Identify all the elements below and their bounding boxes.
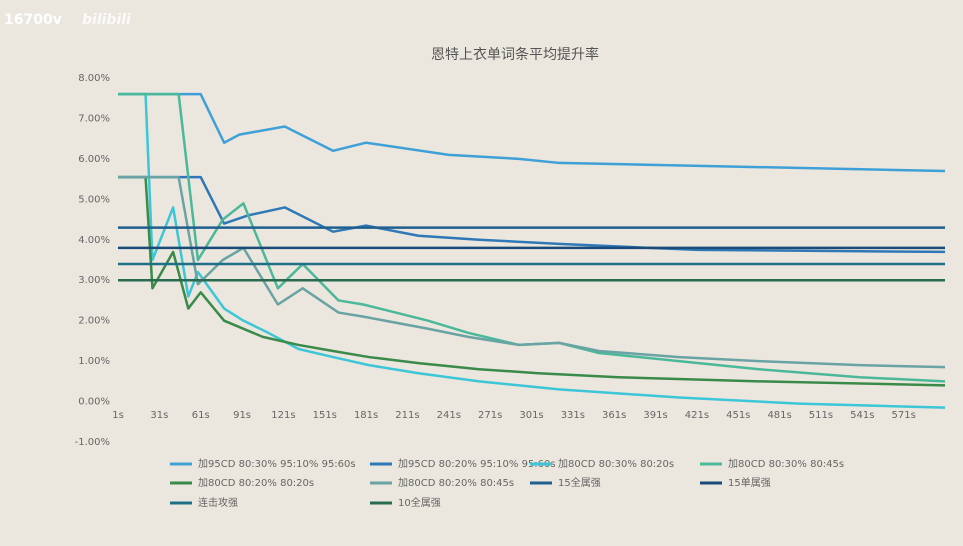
legend-label: 加80CD 80:20% 80:45s — [398, 477, 514, 489]
legend-label: 15全属强 — [558, 476, 601, 489]
y-tick-label: -1.00% — [75, 437, 110, 448]
legend-label: 15单属强 — [728, 477, 771, 489]
x-tick-label: 91s — [233, 410, 251, 421]
legend-label: 加95CD 80:20% 95:10% 95:60s — [398, 458, 556, 470]
x-tick-label: 271s — [478, 410, 502, 421]
x-tick-label: 121s — [271, 410, 295, 421]
legend-label: 加80CD 80:30% 80:45s — [728, 458, 844, 470]
y-tick-label: 3.00% — [78, 275, 110, 286]
y-tick-label: 5.00% — [78, 194, 110, 205]
x-tick-label: 301s — [519, 410, 543, 421]
series-line — [118, 92, 946, 383]
x-tick-label: 151s — [313, 410, 337, 421]
x-tick-label: 61s — [192, 410, 210, 421]
x-tick-label: 451s — [726, 410, 750, 421]
x-tick-label: 331s — [561, 410, 585, 421]
y-tick-label: 0.00% — [78, 397, 110, 408]
series-line — [118, 92, 946, 173]
x-tick-label: 541s — [850, 410, 874, 421]
x-tick-label: 1s — [112, 410, 124, 421]
x-tick-label: 421s — [685, 410, 709, 421]
x-tick-label: 361s — [602, 410, 626, 421]
x-tick-label: 481s — [767, 410, 791, 421]
x-tick-label: 31s — [150, 410, 168, 421]
x-tick-label: 511s — [809, 410, 833, 421]
x-tick-label: 391s — [643, 410, 667, 421]
legend-label: 连击攻强 — [198, 496, 238, 509]
y-tick-label: 8.00% — [78, 73, 110, 84]
legend-label: 加95CD 80:30% 95:10% 95:60s — [198, 458, 356, 470]
watermark-id: 16700v — [4, 12, 62, 28]
x-tick-label: 241s — [437, 410, 461, 421]
x-tick-label: 571s — [892, 410, 916, 421]
y-tick-label: 4.00% — [78, 235, 110, 246]
watermark-brand: bilibili — [82, 12, 131, 28]
legend-label: 10全属强 — [398, 496, 441, 509]
y-tick-label: 1.00% — [78, 356, 110, 367]
legend-label: 加80CD 80:20% 80:20s — [198, 477, 314, 489]
y-tick-label: 6.00% — [78, 154, 110, 165]
legend-label: 加80CD 80:30% 80:20s — [558, 458, 674, 470]
chart-title: 恩特上衣单词条平均提升率 — [431, 46, 599, 63]
y-tick-label: 7.00% — [78, 113, 110, 124]
y-tick-label: 2.00% — [78, 316, 110, 327]
x-tick-label: 181s — [354, 410, 378, 421]
x-tick-label: 211s — [395, 410, 419, 421]
